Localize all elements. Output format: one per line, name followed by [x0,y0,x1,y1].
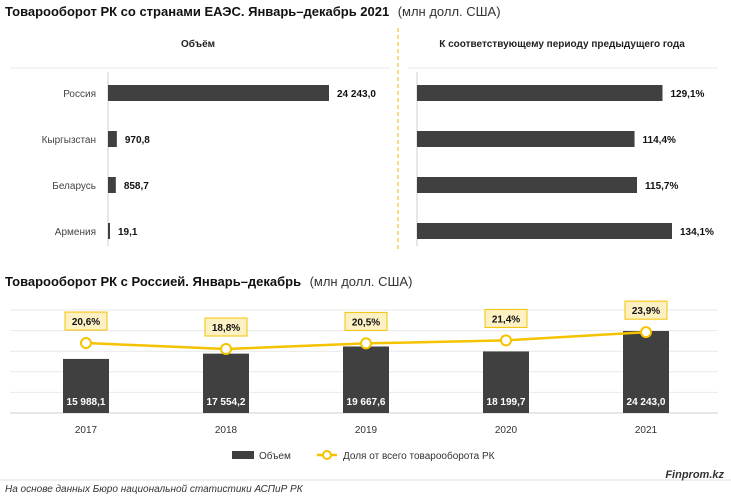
growth-value-label: 115,7% [645,181,678,192]
brand-label: Finprom.kz [665,469,724,481]
growth-bar [417,177,638,193]
growth-bar [417,223,672,239]
share-value-label: 23,9% [632,306,660,317]
source-note: На основе данных Бюро национальной стати… [5,484,304,495]
volume-bar [108,131,117,147]
volume-value-label: 858,7 [124,181,149,192]
top-chart-title: Товарооборот РК со странами ЕАЭС. Январь… [5,3,501,20]
year-label: 2020 [495,425,518,436]
russia-volume-bar [483,351,529,413]
growth-value-label: 134,1% [680,227,714,238]
year-label: 2017 [75,425,98,436]
share-value-label: 18,8% [212,323,240,334]
legend-line-label: Доля от всего товарооборота РК [343,450,495,462]
russia-volume-label: 18 199,7 [487,397,526,408]
share-value-label: 21,4% [492,314,520,325]
right-panel-bars: 129,1% 114,4% 115,7% 134,1% [417,85,714,239]
left-category-label: Армения [55,227,96,238]
year-labels: 2017 2018 2019 2020 2021 [75,425,658,436]
russia-volume-label: 24 243,0 [627,397,666,408]
share-point [360,337,372,350]
left-panel-header: Объём [181,38,215,50]
growth-bar [417,85,663,101]
share-point [220,343,232,355]
volume-bar [108,223,110,239]
share-point [640,326,652,339]
share-label-box [344,311,388,331]
share-label-box [484,308,528,328]
legend-bar-label: Объем [259,450,291,462]
legend-bar-swatch [232,451,254,459]
bottom-bars: 15 988,1 17 554,2 19 667,6 18 199,7 24 243,0 [63,331,669,413]
left-category-label: Россия [63,89,96,100]
volume-value-label: 19,1 [118,227,138,238]
growth-value-label: 129,1% [670,89,704,100]
right-panel-header: К соответствующему периоду предыдущего г… [439,39,685,50]
share-label-box [624,300,668,320]
russia-volume-label: 17 554,2 [207,397,246,408]
share-point [500,334,512,347]
russia-volume-bar [63,358,109,413]
share-line: 20,6% 18,8% 20,5% 21,4% 23,9% [64,300,668,355]
volume-bar [108,85,329,101]
russia-volume-bar [203,353,249,413]
left-category-label: Кыргызстан [42,135,96,146]
year-label: 2019 [355,425,378,436]
left-panel-bars: Россия 24 243,0 Кыргызстан 970,8 Беларусь 858… [42,85,376,239]
volume-bar [108,177,116,193]
growth-value-label: 114,4% [643,135,676,146]
volume-value-label: 24 243,0 [337,89,376,100]
legend: Объем Доля от всего товарооборота РК [232,450,495,462]
russia-volume-bar [623,331,669,413]
russia-volume-label: 15 988,1 [67,397,106,408]
year-label: 2021 [635,425,658,436]
growth-bar [417,131,635,147]
share-label-box [204,317,248,337]
share-value-label: 20,5% [352,317,380,328]
russia-volume-bar [343,346,389,413]
volume-value-label: 970,8 [125,135,150,146]
year-label: 2018 [215,425,238,436]
share-label-box [64,311,108,331]
bottom-chart-title: Товарооборот РК с Россией. Январь–декабр… [5,273,412,290]
russia-volume-label: 19 667,6 [347,397,386,408]
left-category-label: Беларусь [52,181,96,192]
legend-line-marker [322,450,332,460]
share-value-label: 20,6% [72,317,100,328]
share-point [80,337,92,350]
